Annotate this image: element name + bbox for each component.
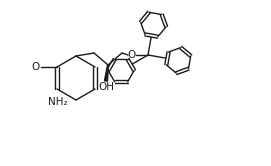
Text: OH: OH [98, 82, 114, 92]
Text: NH₂: NH₂ [48, 97, 68, 107]
Text: O: O [32, 62, 40, 72]
Text: O: O [128, 50, 136, 60]
Polygon shape [105, 65, 108, 81]
